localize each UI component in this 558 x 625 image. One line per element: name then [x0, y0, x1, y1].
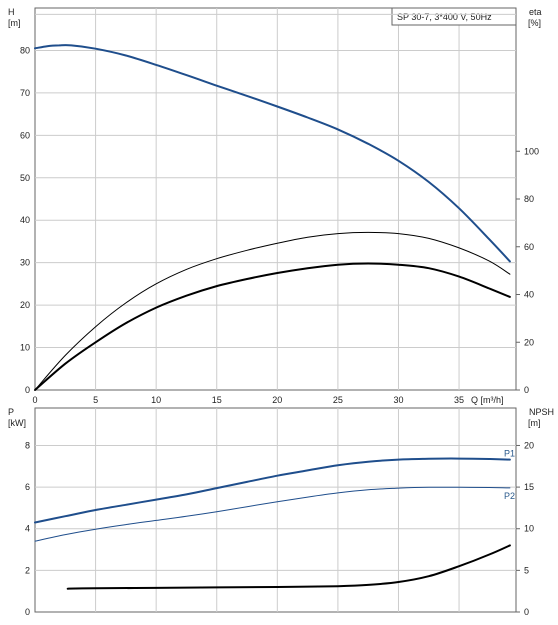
legend-box — [391, 7, 517, 26]
y-right-tick-label: 0 — [524, 607, 529, 617]
series-label-p1: P1 — [504, 449, 515, 459]
y-right-tick-label: 20 — [524, 337, 534, 347]
series-line-1-2 — [66, 544, 511, 590]
y-left-axis-unit: [m] — [8, 18, 21, 28]
x-tick-label: 15 — [212, 395, 222, 405]
y-left-tick-label: 4 — [25, 524, 30, 534]
y-left-tick-label: 80 — [20, 45, 30, 55]
y-right-tick-label: 60 — [524, 242, 534, 252]
y-right-tick-label: 80 — [524, 194, 534, 204]
power-npsh-panel: 0 2 4 6 8 0 5 10 15 20 P[kW] NPSH[m] P1 P2 — [8, 407, 554, 617]
y-left-tick-label: 8 — [25, 440, 30, 450]
y-left-tick-label: 30 — [20, 258, 30, 268]
y-right-axis-unit: [%] — [528, 18, 541, 28]
y-left-axis-name: H — [8, 7, 15, 17]
y-left-tick-label: 50 — [20, 173, 30, 183]
y-left-tick-label: 2 — [25, 565, 30, 575]
y-right-tick-label: 15 — [524, 482, 534, 492]
y-right-tick-label: 0 — [524, 385, 529, 395]
y-left-tick-label: 20 — [20, 300, 30, 310]
y-left-tick-label: 6 — [25, 482, 30, 492]
y-right-axis-name: NPSH — [529, 407, 554, 417]
y-left-tick-label: 10 — [20, 343, 30, 353]
y-left-tick-label: 60 — [20, 130, 30, 140]
series-line-p2 — [34, 486, 511, 542]
y-right-tick-label: 100 — [524, 146, 539, 156]
y-left-axis-name: P — [8, 407, 14, 417]
y-right-axis-name: eta — [529, 7, 542, 17]
plot-frame — [34, 7, 517, 391]
series-line-p1 — [34, 457, 511, 524]
head-efficiency-panel: 0 10 20 30 40 50 60 70 80 0 20 40 60 80 100 H[m] eta[%] 0… — [8, 7, 542, 405]
x-tick-label: 0 — [32, 395, 37, 405]
series-label-p2: P2 — [504, 491, 515, 501]
y-left-tick-label: 70 — [20, 88, 30, 98]
y-right-tick-label: 40 — [524, 290, 534, 300]
y-right-axis-unit: [m] — [528, 418, 541, 428]
y-right-tick-label: 20 — [524, 440, 534, 450]
series-line-0-0 — [34, 44, 511, 263]
y-left-tick-label: 40 — [20, 215, 30, 225]
plot-frame — [34, 407, 517, 613]
x-tick-label: 10 — [151, 395, 161, 405]
y-right-tick-label: 10 — [524, 524, 534, 534]
legend-text: SP 30-7, 3*400 V, 50Hz — [397, 12, 492, 22]
y-right-tick-label: 5 — [524, 565, 529, 575]
x-tick-label: 20 — [272, 395, 282, 405]
x-tick-label: 25 — [333, 395, 343, 405]
y-left-tick-label: 0 — [25, 607, 30, 617]
y-left-tick-label: 0 — [25, 385, 30, 395]
series-line-0-2 — [34, 262, 511, 391]
x-tick-label: 35 — [454, 395, 464, 405]
x-tick-label: 30 — [393, 395, 403, 405]
y-left-axis-unit: [kW] — [8, 418, 26, 428]
x-tick-label: 5 — [93, 395, 98, 405]
x-axis-label: Q [m³/h] — [471, 395, 504, 405]
series-line-0-1 — [34, 231, 511, 391]
